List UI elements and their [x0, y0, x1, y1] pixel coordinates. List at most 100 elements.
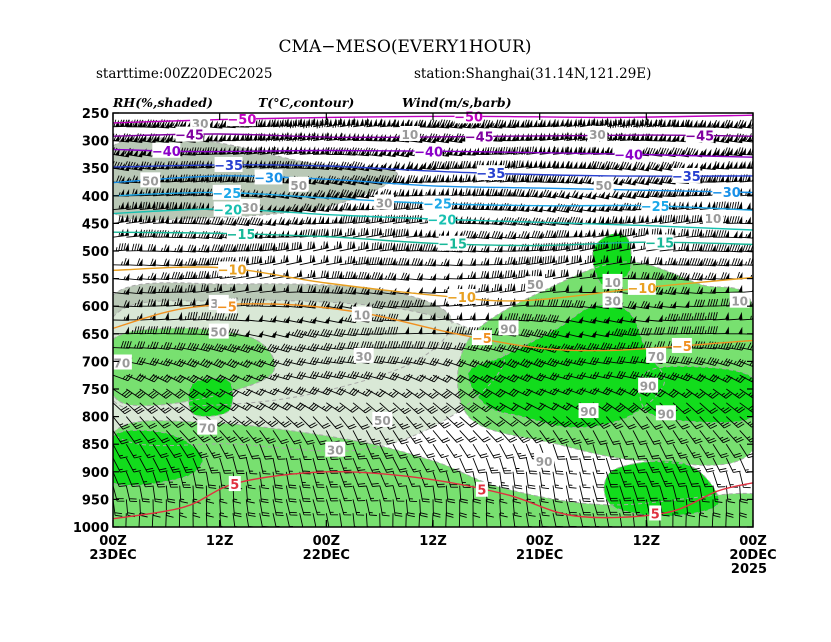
x-tick-label-time: 00Z: [313, 534, 341, 549]
wind-barb-shaft: [592, 232, 609, 238]
wind-barb-shaft: [132, 133, 156, 144]
wind-barb-flag: [324, 228, 329, 236]
wind-barb-flag: [351, 241, 356, 249]
wind-barb-shaft: [192, 284, 209, 293]
wind-barb: [553, 526, 554, 527]
wind-barb-shaft: [472, 230, 489, 240]
wind-barb-shaft: [459, 258, 476, 266]
rh-contour-label: 30: [355, 350, 372, 364]
wind-barb-flag: [765, 135, 770, 142]
wind-barb: [508, 159, 529, 169]
wind-barb-flag: [324, 240, 329, 249]
wind-barb-flag: [400, 176, 405, 184]
wind-barb: [179, 244, 197, 253]
wind-barb-flag: [125, 300, 130, 308]
wind-barb-flag: [498, 283, 503, 291]
wind-barb-flag: [458, 272, 463, 280]
wind-barb-shaft: [632, 175, 649, 186]
wind-barb-flag: [395, 162, 400, 170]
rh-contour-label: 50: [290, 179, 307, 193]
wind-barb: [273, 526, 274, 527]
wind-barb-flag: [266, 217, 272, 225]
wind-barb: [406, 243, 423, 252]
wind-barb-flag: [765, 203, 769, 210]
wind-barb-flag: [213, 120, 218, 128]
wind-barb-flag: [484, 231, 490, 239]
wind-barb-shaft: [512, 203, 529, 212]
wind-barb-shaft: [512, 269, 529, 280]
wind-barb: [459, 526, 461, 527]
wind-barb-shaft: [486, 230, 503, 240]
wind-barb-flag: [133, 215, 138, 223]
wind-barb-shaft: [652, 119, 676, 128]
wind-barb-flag: [381, 148, 387, 156]
wind-barb-shaft: [579, 255, 596, 266]
wind-barb-flag: [698, 214, 703, 222]
legend-temperature: T(°C,contour): [258, 95, 354, 110]
wind-barb: [166, 271, 183, 280]
wind-barb-flag: [578, 229, 583, 237]
wind-barb-flag: [564, 241, 569, 250]
wind-barb-shaft: [552, 133, 569, 142]
wind-barb-flag: [711, 286, 716, 294]
rh-contour-label: 30: [242, 201, 259, 215]
wind-barb-shaft: [366, 300, 386, 309]
y-tick-label: 900: [82, 466, 109, 481]
wind-barb-flag: [498, 257, 503, 265]
wind-barb-flag: [581, 161, 586, 169]
legend-wind: Wind(m/s,barb): [402, 95, 512, 110]
rh-contour-label: 90: [536, 455, 553, 469]
wind-barb: [459, 244, 477, 253]
wind-barb-shaft: [752, 430, 753, 432]
wind-barb-shaft: [428, 119, 450, 129]
wind-barb-flag: [586, 161, 591, 169]
wind-barb-flag: [418, 258, 423, 266]
wind-barb-shaft: [206, 230, 223, 240]
wind-barb: [339, 241, 356, 252]
wind-barb: [113, 201, 129, 211]
wind-barb-shaft: [439, 119, 463, 129]
wind-barb-flag: [258, 243, 263, 251]
wind-barb-flag: [155, 134, 160, 142]
wind-barb: [419, 286, 436, 294]
wind-barb: [152, 298, 170, 307]
wind-barb-shaft: [126, 299, 143, 308]
wind-barb-shaft: [201, 174, 223, 183]
y-tick-label: 350: [82, 162, 109, 177]
wind-barb: [379, 257, 396, 266]
wind-barb-shaft: [512, 136, 530, 142]
wind-barb-flag: [333, 132, 338, 140]
wind-barb-flag: [760, 148, 764, 155]
wind-barb-flag: [568, 146, 573, 155]
station-label: station:Shanghai(31.14N,121.29E): [414, 66, 651, 82]
isotherm-label: −35: [476, 167, 505, 182]
wind-barb-shaft: [379, 242, 396, 252]
wind-barb: [697, 119, 716, 129]
wind-barb: [179, 526, 181, 527]
wind-barb-shaft: [459, 230, 476, 239]
wind-barb-shaft: [588, 119, 609, 128]
wind-barb-flag: [738, 272, 743, 280]
wind-barb-flag: [146, 201, 151, 209]
wind-barb-flag: [466, 160, 471, 168]
wind-barb-shaft: [606, 215, 623, 224]
wind-barb-shaft: [246, 243, 263, 252]
wind-barb-shaft: [486, 526, 487, 527]
wind-barb-flag: [765, 298, 769, 305]
wind-barb-flag: [741, 147, 746, 155]
wind-barb-flag: [298, 205, 304, 213]
wind-barb: [139, 526, 140, 527]
wind-barb: [419, 243, 436, 252]
wind-barb: [352, 227, 369, 238]
wind-barb-flag: [231, 283, 236, 291]
wind-barb-flag: [395, 119, 399, 127]
wind-barb-shaft: [526, 243, 543, 252]
wind-barb-flag: [221, 133, 226, 141]
wind-barb-shaft: [299, 270, 316, 280]
wind-barb-flag: [408, 148, 414, 156]
wind-barb-shaft: [659, 257, 676, 266]
wind-barb: [419, 273, 437, 281]
wind-barb-shaft: [552, 229, 570, 238]
wind-barb: [526, 255, 543, 266]
wind-barb-shaft: [593, 526, 594, 527]
